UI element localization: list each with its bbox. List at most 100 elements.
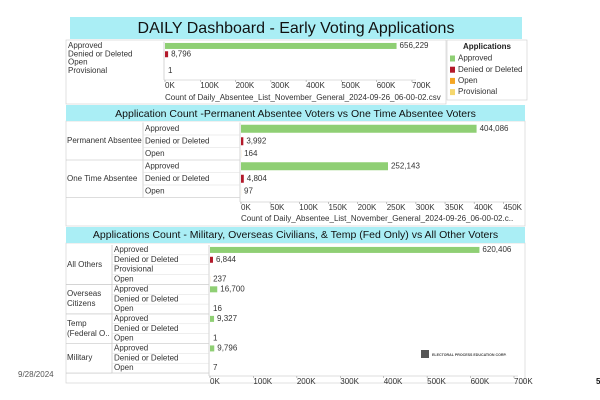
title-band <box>70 17 522 39</box>
category-label: Approved <box>145 124 179 133</box>
group-label-box: Military <box>67 353 92 362</box>
x-tick-label: 400K <box>306 81 325 90</box>
category-label: Approved <box>114 284 148 293</box>
category-label: Open <box>114 334 134 343</box>
legend-box <box>446 39 528 101</box>
value-label: 404,086 <box>480 124 509 133</box>
group-label: Permanent Absentee <box>67 136 142 146</box>
x-tick-label: 600K <box>471 377 490 386</box>
bar <box>210 315 215 322</box>
category-label: Open <box>114 275 134 284</box>
category-label: Open <box>145 149 165 158</box>
x-tick-label: 500K <box>341 81 360 90</box>
bar <box>241 174 244 183</box>
chart-title: Applications Count - Military, Overseas … <box>93 229 498 241</box>
x-tick-label: 500K <box>427 377 446 386</box>
category-label: Approved <box>68 41 102 50</box>
chart-title: Application Count -Permanent Absentee Vo… <box>115 108 476 120</box>
category-label: Denied or Deleted <box>145 136 209 145</box>
category-label: Open <box>145 186 165 195</box>
legend-label: Denied or Deleted <box>458 65 522 74</box>
value-label: 1 <box>168 66 173 75</box>
x-tick-label: 100K <box>253 377 272 386</box>
group-label-box: Permanent Absentee <box>67 136 142 146</box>
chart-panel <box>65 39 447 105</box>
value-label: 656,229 <box>400 41 429 50</box>
category-label: Denied or Deleted <box>114 324 178 333</box>
category-label: Approved <box>145 161 179 170</box>
dashboard-title: DAILY Dashboard - Early Voting Applicati… <box>138 20 455 37</box>
group-label-box: Temp (Federal O.. <box>67 318 110 338</box>
x-tick-label: 100K <box>299 203 318 212</box>
category-label: Open <box>114 304 134 313</box>
x-tick-label: 200K <box>297 377 316 386</box>
bar <box>241 162 388 171</box>
x-tick-label: 150K <box>328 203 347 212</box>
legend-swatch <box>450 77 455 84</box>
category-label: Approved <box>114 245 148 254</box>
value-label: 164 <box>244 149 258 158</box>
category-label: Approved <box>114 344 148 353</box>
value-label: 620,406 <box>482 245 511 254</box>
category-label: Denied or Deleted <box>68 49 132 58</box>
bar <box>241 137 244 146</box>
page-number: 5 <box>596 377 600 386</box>
category-label: Open <box>114 363 134 372</box>
group-label: One Time Absentee <box>67 173 138 183</box>
x-tick-label: 400K <box>384 377 403 386</box>
bar <box>210 256 213 263</box>
category-label: Open <box>68 58 88 67</box>
group-label-box: All Others <box>67 260 102 269</box>
x-tick-label: 400K <box>474 203 493 212</box>
legend-swatch <box>450 66 455 73</box>
category-label: Denied or Deleted <box>114 353 178 362</box>
value-label: 8,796 <box>171 49 192 58</box>
value-label: 9,327 <box>217 314 238 323</box>
chart-title-band <box>66 227 525 243</box>
legend-label: Approved <box>458 54 492 63</box>
group-label-box: One Time Absentee <box>67 173 138 183</box>
legend-title: Applications <box>463 42 512 51</box>
legend-label: Open <box>458 76 478 85</box>
value-label: 97 <box>244 186 253 195</box>
bar <box>210 345 215 352</box>
x-tick-label: 700K <box>514 377 533 386</box>
x-tick-label: 300K <box>416 203 435 212</box>
date: 9/28/2024 <box>18 370 54 379</box>
group-label: Temp (Federal O.. <box>67 318 110 338</box>
chart-title-band <box>66 105 525 121</box>
category-label: Provisional <box>68 66 107 75</box>
legend-swatch <box>450 89 455 96</box>
value-label: 1 <box>213 334 218 343</box>
category-label: Approved <box>114 314 148 323</box>
x-tick-label: 0K <box>241 203 251 212</box>
logo-icon <box>421 350 429 358</box>
x-tick-label: 250K <box>387 203 406 212</box>
category-label: Denied or Deleted <box>114 294 178 303</box>
value-label: 9,796 <box>217 344 238 353</box>
x-tick-label: 300K <box>340 377 359 386</box>
bar <box>165 51 169 58</box>
category-label: Denied or Deleted <box>145 174 209 183</box>
x-tick-label: 50K <box>270 203 285 212</box>
x-tick-label: 700K <box>412 81 431 90</box>
value-label: 16 <box>213 304 222 313</box>
value-label: 7 <box>213 363 218 372</box>
x-tick-label: 350K <box>445 203 464 212</box>
legend-label: Provisional <box>458 87 497 96</box>
logo-text: ELECTORAL PROCESS EDUCATION CORP. <box>432 353 506 357</box>
value-label: 252,143 <box>391 161 420 170</box>
x-tick-label: 450K <box>503 203 522 212</box>
x-tick-label: 0K <box>210 377 220 386</box>
group-label: Overseas Citizens <box>67 289 102 309</box>
value-label: 4,804 <box>247 174 268 183</box>
x-tick-label: 200K <box>236 81 255 90</box>
value-label: 237 <box>213 275 227 284</box>
x-axis-title: Count of Daily_Absentee_List_November_Ge… <box>241 214 513 223</box>
x-tick-label: 200K <box>358 203 377 212</box>
x-tick-label: 300K <box>271 81 290 90</box>
value-label: 16,700 <box>220 284 245 293</box>
x-axis-title: Count of Daily_Absentee_List_November_Ge… <box>165 93 441 102</box>
value-label: 6,844 <box>216 255 237 264</box>
